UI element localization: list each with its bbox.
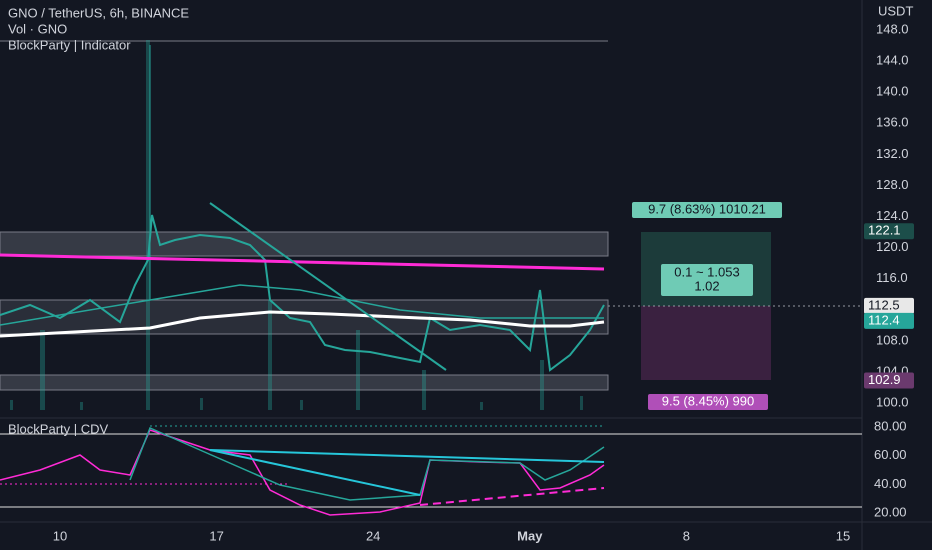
- x-tick-label: 8: [683, 528, 690, 543]
- y-tick-label: 128.0: [876, 177, 909, 192]
- resistance: [0, 253, 605, 271]
- y-tick-label: 116.0: [876, 270, 908, 285]
- target-box: [632, 202, 782, 218]
- price-label-box: [864, 223, 914, 240]
- y-tick-label: 100.0: [876, 394, 909, 409]
- moving-average: [0, 310, 605, 338]
- stop-zone: [641, 306, 771, 380]
- zone: [0, 231, 609, 257]
- cdv-trend: [419, 487, 605, 506]
- price-label-box: [864, 372, 914, 389]
- cdv-title: BlockParty | CDV: [8, 421, 109, 436]
- cdv-trend: [209, 449, 605, 463]
- trend-line: [209, 202, 447, 371]
- x-tick-label: 15: [836, 528, 850, 543]
- y-tick-label: 120.0: [876, 239, 909, 254]
- y-tick-label: 144.0: [876, 53, 909, 68]
- x-tick-label: May: [517, 528, 543, 543]
- ratio-box: [661, 264, 753, 296]
- y-tick-label: 148.0: [876, 21, 909, 36]
- cdv-tick-label: 40.00: [874, 476, 907, 491]
- target-text: 9.7 (8.63%) 1010.21: [648, 201, 766, 216]
- symbol: GNO / TetherUS, 6h, BINANCE: [8, 5, 189, 20]
- zone: [0, 374, 609, 391]
- x-tick-label: 17: [209, 528, 223, 543]
- cdv-tick-label: 20.00: [874, 504, 907, 519]
- price-label: 112.5: [868, 297, 900, 312]
- price-label-box: [864, 297, 914, 314]
- cdv-line: [0, 429, 605, 516]
- indicator-label: BlockParty | Indicator: [8, 37, 131, 52]
- y-tick-label: 140.0: [876, 84, 909, 99]
- y-tick-label: 108.0: [876, 332, 909, 347]
- volume: [10, 40, 583, 410]
- x-tick-label: 24: [366, 528, 380, 543]
- x-tick-label: 10: [53, 528, 67, 543]
- average-line: [0, 284, 604, 326]
- cdv-tick-label: 80.00: [874, 418, 907, 433]
- price-label: 122.1: [868, 223, 901, 238]
- ratio-text: 0.1 ~ 1.053: [674, 264, 739, 279]
- stop-text: 9.5 (8.45%) 990: [662, 393, 755, 408]
- cdv-tick-label: 60.00: [874, 447, 907, 462]
- stop-box: [648, 394, 768, 410]
- y-tick-label: 124.0: [876, 208, 909, 223]
- qty-text: 1.02: [694, 278, 719, 293]
- price-label: 112.4: [868, 312, 900, 327]
- cdv-trend: [209, 449, 421, 496]
- y-tick-label: 132.0: [876, 146, 909, 161]
- price-label-box: [864, 312, 914, 329]
- y-tick-label: 136.0: [876, 115, 909, 130]
- unit: USDT: [878, 3, 913, 18]
- zone: [0, 299, 609, 335]
- volume-label: Vol · GNO: [8, 21, 67, 36]
- price-label: 102.9: [868, 372, 901, 387]
